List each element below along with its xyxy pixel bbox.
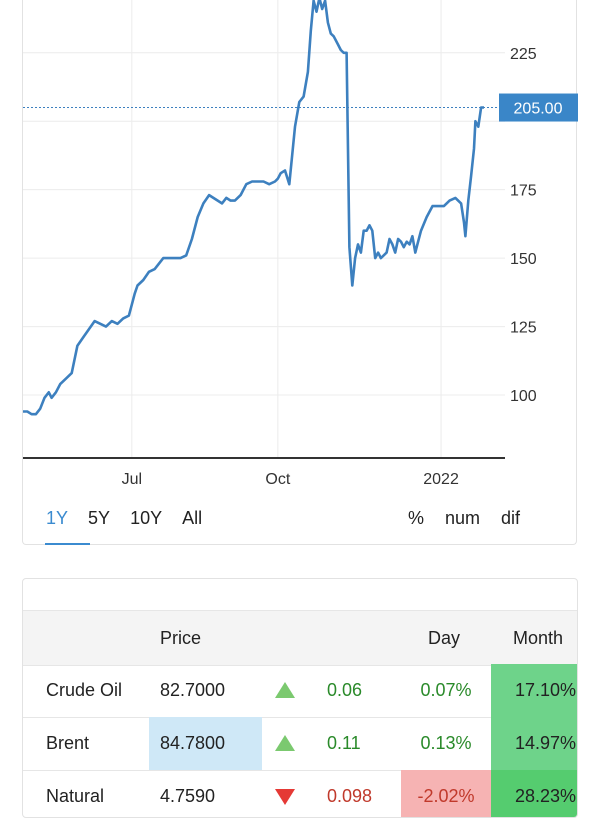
table-row[interactable]: Natural 4.7590 0.098 -2.02% 28.23% [23,770,577,817]
mode-tabs: % num dif [408,508,541,529]
x-tick-label: 2022 [423,471,459,488]
row-change: 0.098 [327,786,373,806]
y-tick-label: 175 [510,183,537,200]
table-row[interactable]: Crude Oil 82.7000 0.06 0.07% 17.10% [23,664,577,718]
current-value-label: 205.00 [514,101,563,118]
row-month-pct: 28.23% [491,770,577,817]
y-tick-label: 125 [510,320,537,337]
row-month-pct: 14.97% [491,717,577,770]
arrow-up-icon [275,735,295,751]
row-price: 82.7000 [160,680,226,700]
row-month-pct: 17.10% [491,664,577,717]
tab-5y[interactable]: 5Y [88,508,111,528]
tab-1y[interactable]: 1Y [46,508,69,528]
row-name: Crude Oil [46,680,123,700]
tab-num[interactable]: num [445,508,481,528]
tab-10y[interactable]: 10Y [130,508,163,528]
y-tick-label: 100 [510,388,537,405]
table-row[interactable]: Brent 84.7800 0.11 0.13% 14.97% [23,717,577,771]
y-tick-label: 150 [510,251,537,268]
price-line [23,0,484,416]
header-day: Day [428,628,461,648]
arrow-down-icon [275,789,295,805]
range-tabs: 1Y 5Y 10Y All [46,508,222,529]
row-name: Brent [46,733,90,753]
row-day-pct: -2.02% [401,770,491,817]
table-header: Price Day Month [23,610,577,666]
header-month: Month [513,628,564,648]
x-tick-label: Jul [122,471,142,488]
x-tick-label: Oct [265,471,290,488]
price-chart: 100 125 150 175 225 Jul Oct 2022 205.00 [23,0,578,488]
row-change: 0.11 [327,733,361,753]
arrow-up-icon [275,682,295,698]
commodities-table: Price Day Month Crude Oil 82.7000 0.06 0.07… [22,578,578,818]
header-price: Price [160,628,202,648]
row-name: Natural [46,786,105,806]
tab-all[interactable]: All [182,508,203,528]
row-day-pct: 0.07% [420,680,472,700]
y-tick-label: 225 [510,46,537,63]
row-day-pct: 0.13% [420,733,472,753]
current-value-badge [499,93,578,122]
row-price: 84.7800 [149,717,262,770]
active-tab-underline [45,543,90,545]
chart-card: 100 125 150 175 225 Jul Oct 2022 205.00 [22,0,578,545]
tab-dif[interactable]: dif [501,508,521,528]
row-price: 4.7590 [160,786,216,806]
tab-percent[interactable]: % [408,508,425,528]
row-change: 0.06 [327,680,363,700]
